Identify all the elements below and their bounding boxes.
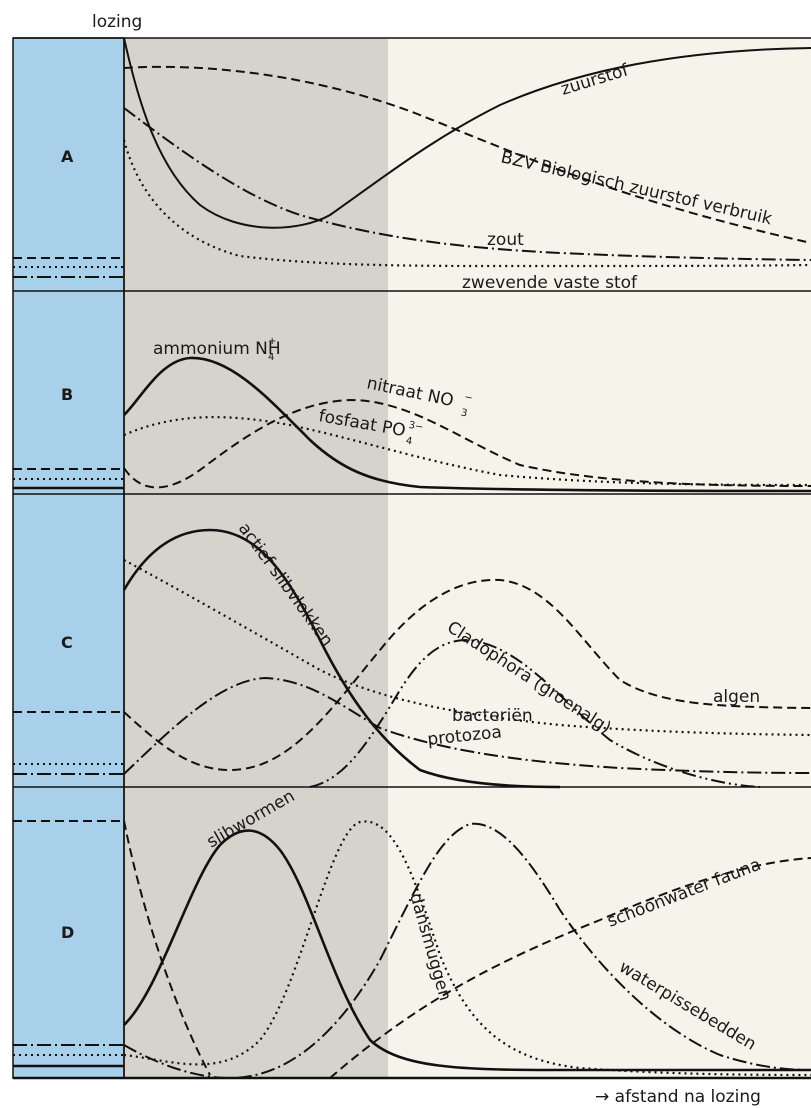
curve-schoonwater bbox=[123, 820, 811, 1079]
curve-fosfaat bbox=[123, 416, 811, 487]
curve-waterpissebedden bbox=[123, 822, 811, 1080]
panel-letter-a: A bbox=[61, 147, 74, 166]
svg-text:3−: 3− bbox=[408, 420, 424, 433]
lozing-label: lozing bbox=[92, 12, 142, 32]
curve-actief bbox=[122, 528, 561, 789]
panel-b bbox=[13, 356, 811, 493]
curve-bzv bbox=[123, 65, 811, 244]
label-bacterien: bacteriën bbox=[452, 706, 533, 726]
svg-text:3: 3 bbox=[460, 407, 469, 419]
curve-protozoa bbox=[123, 676, 811, 775]
axis-label: → afstand na lozing bbox=[595, 1087, 761, 1107]
svg-text:−: − bbox=[463, 392, 473, 405]
panel-letter-d: D bbox=[61, 923, 74, 942]
curve-zuurstof bbox=[123, 37, 811, 229]
svg-text:+: + bbox=[268, 336, 276, 347]
panel-letter-c: C bbox=[61, 633, 73, 652]
panel-d bbox=[13, 820, 811, 1080]
label-ammonium: ammonium NH 4 + bbox=[153, 336, 281, 363]
label-algen: algen bbox=[713, 687, 760, 707]
curve-ammonium bbox=[123, 356, 811, 493]
label-zwevende: zwevende vaste stof bbox=[462, 273, 638, 293]
svg-text:4: 4 bbox=[405, 436, 413, 448]
zone-clean bbox=[388, 38, 811, 1078]
curve-bacterien bbox=[123, 559, 811, 737]
curve-slibwormen bbox=[123, 829, 811, 1072]
curve-zout bbox=[123, 107, 811, 261]
panel-c bbox=[13, 528, 811, 789]
curve-algen bbox=[123, 578, 811, 772]
curve-zwevende bbox=[122, 139, 811, 268]
panel-a bbox=[13, 37, 811, 278]
svg-text:4: 4 bbox=[268, 352, 274, 363]
curve-cladophora bbox=[309, 638, 761, 788]
curve-nitraat bbox=[123, 398, 811, 489]
zone-polluted bbox=[124, 38, 388, 1078]
svg-text:ammonium NH: ammonium NH bbox=[153, 339, 281, 359]
label-zout: zout bbox=[487, 230, 524, 250]
outfall-column bbox=[12, 37, 125, 1079]
panel-letter-b: B bbox=[61, 385, 73, 404]
